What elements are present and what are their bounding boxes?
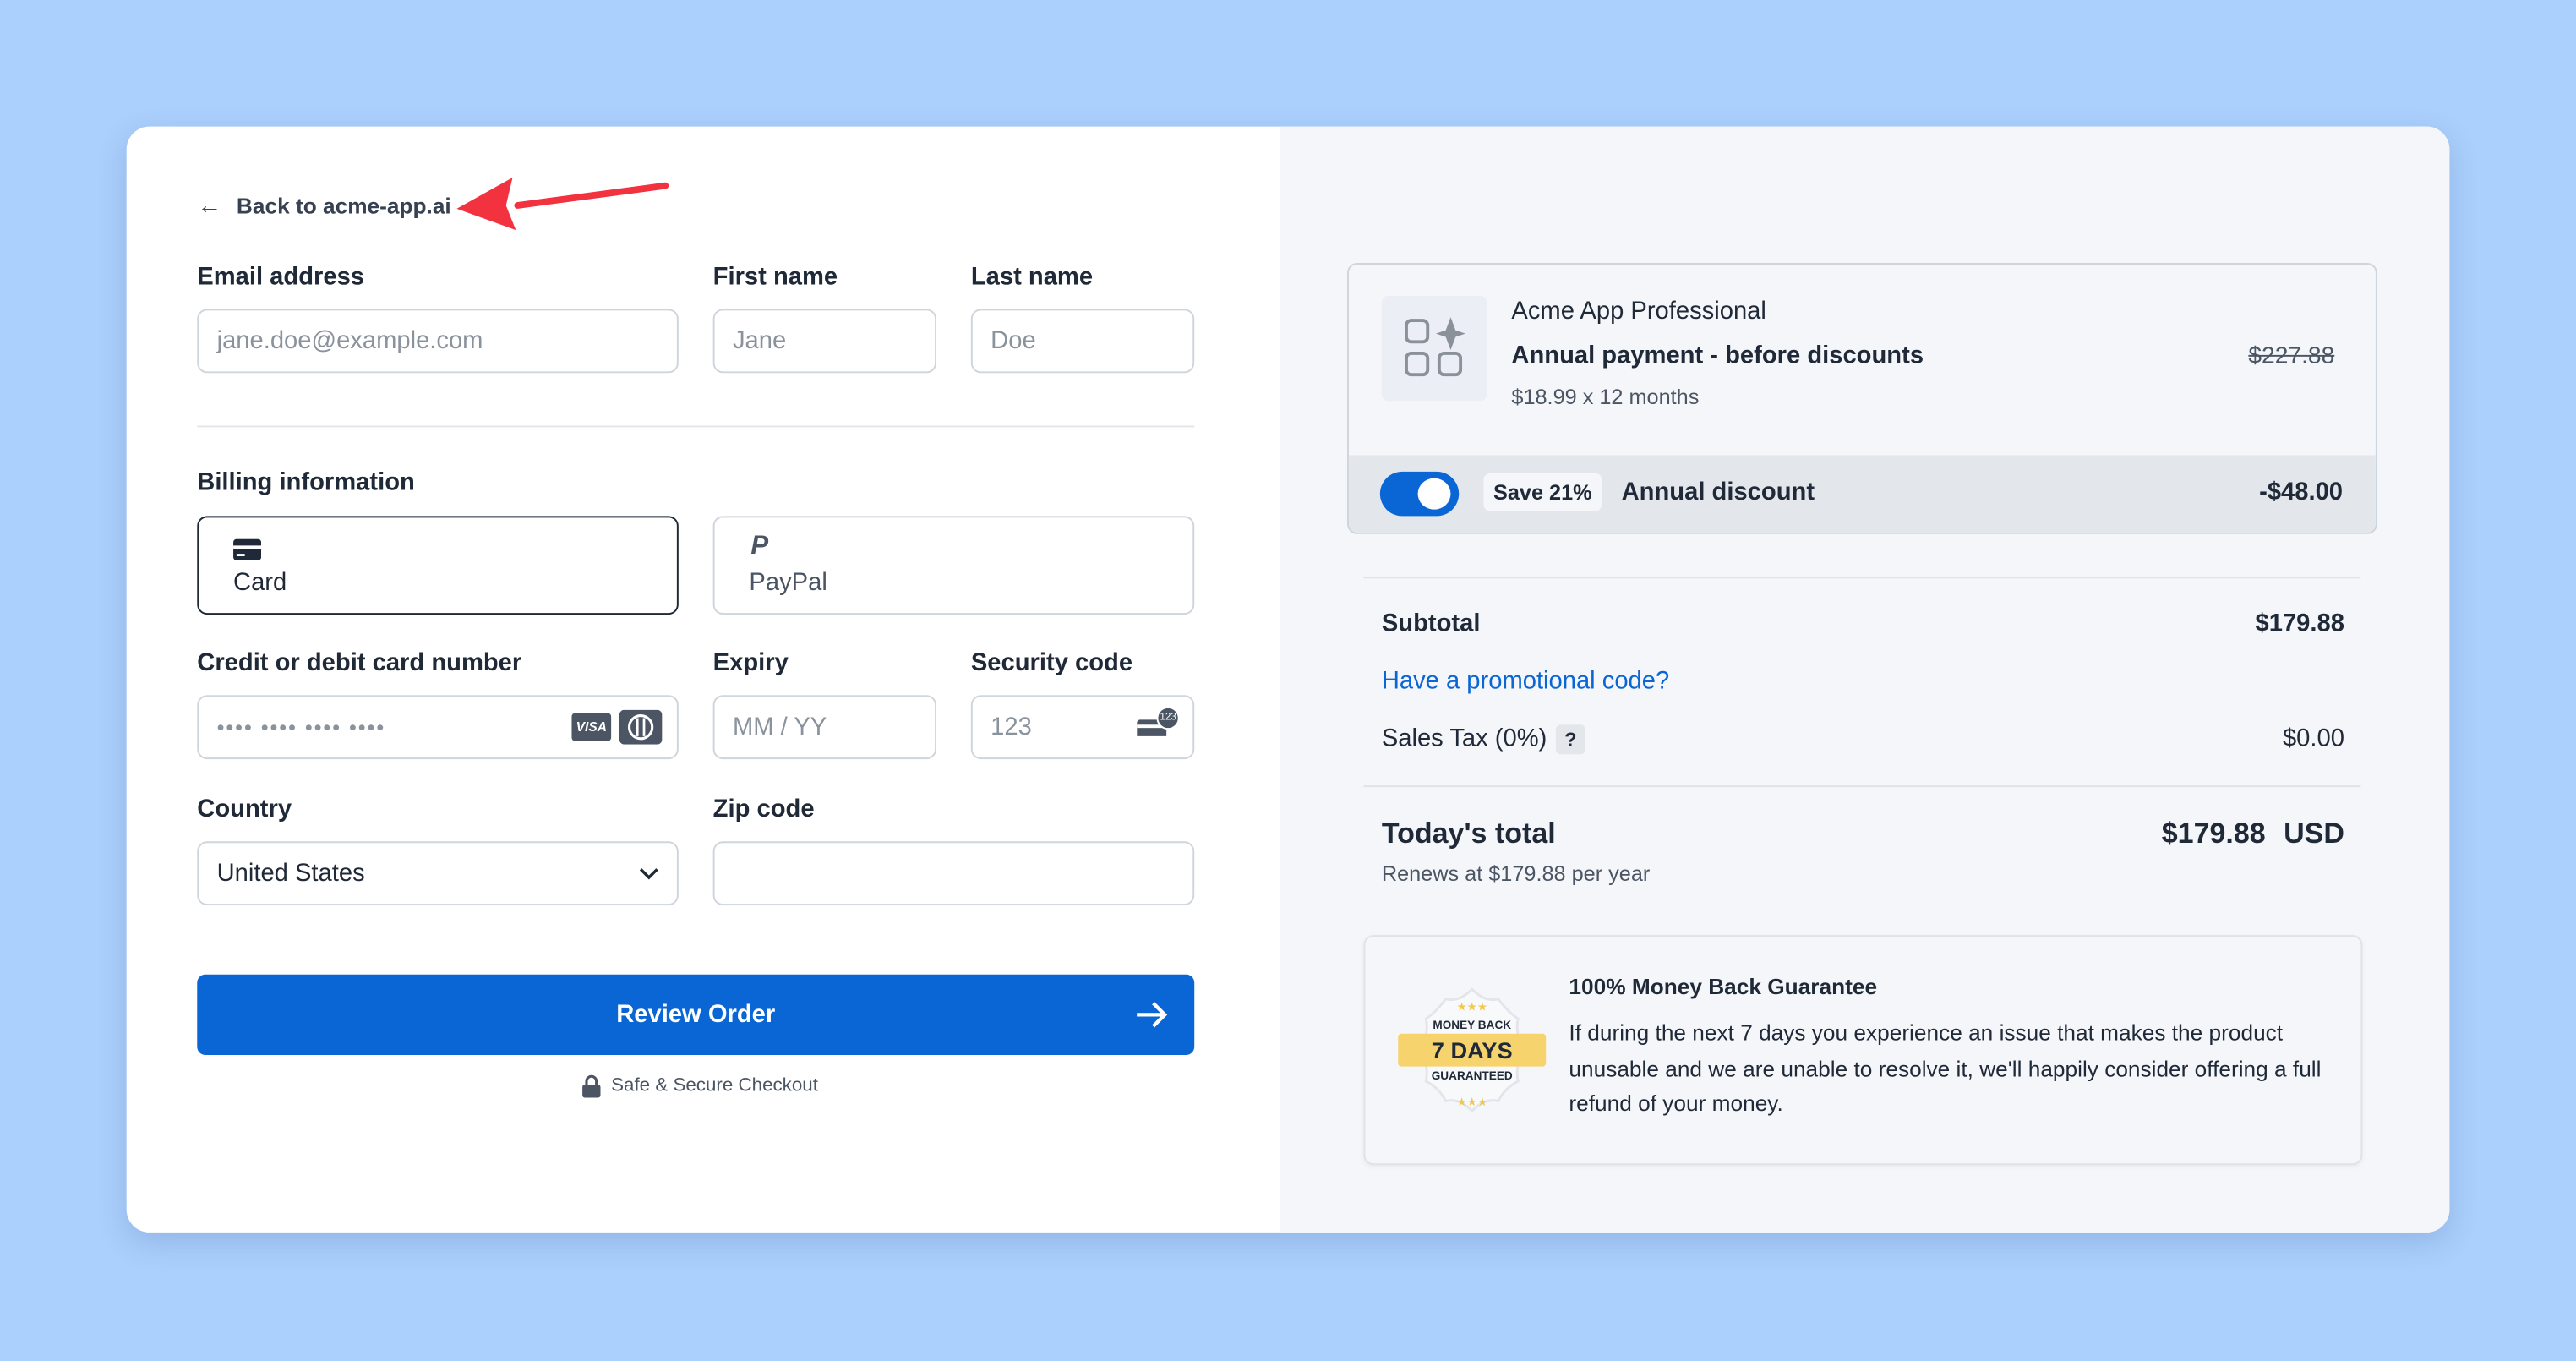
total-label: Today's total — [1381, 817, 1556, 850]
last-name-placeholder: Doe — [991, 326, 1036, 355]
country-select[interactable]: United States — [197, 841, 679, 906]
guarantee-title: 100% Money Back Guarantee — [1569, 974, 1878, 999]
total-currency: USD — [2284, 817, 2344, 850]
review-order-label: Review Order — [616, 1000, 776, 1029]
back-link[interactable]: ← Back to acme-app.ai — [197, 192, 451, 221]
tax-help-icon[interactable]: ? — [1555, 724, 1585, 755]
svg-text:★★★: ★★★ — [1456, 1000, 1487, 1013]
order-summary: Acme App Professional Annual payment - b… — [1280, 126, 2450, 1233]
paypal-method-label: PayPal — [749, 568, 827, 597]
subtotal-label: Subtotal — [1381, 609, 1481, 638]
discount-row: Save 21% Annual discount -$48.00 — [1348, 455, 2376, 533]
billing-label: Billing information — [197, 468, 415, 497]
country-value: United States — [216, 859, 365, 888]
toggle-knob — [1417, 478, 1451, 510]
divider — [1363, 577, 2361, 579]
country-label: Country — [197, 795, 292, 823]
payment-method-paypal[interactable]: P PayPal — [712, 516, 1195, 615]
promo-code-link[interactable]: Have a promotional code? — [1381, 667, 1670, 696]
card-method-label: Card — [233, 568, 287, 597]
zip-label: Zip code — [712, 795, 815, 823]
renewal-note: Renews at $179.88 per year — [1381, 861, 1651, 886]
secure-checkout-note: Safe & Secure Checkout — [581, 1074, 818, 1098]
paypal-icon: P — [750, 532, 769, 560]
expiry-input[interactable]: MM / YY — [712, 695, 937, 760]
guarantee-text: If during the next 7 days you experience… — [1569, 1020, 2322, 1116]
last-name-label: Last name — [970, 263, 1094, 292]
total-amount: $179.88 — [2161, 817, 2266, 850]
visa-icon: VISA — [571, 713, 612, 741]
annotation-arrow-icon — [456, 177, 669, 231]
sales-tax-label: Sales Tax (0%) — [1381, 724, 1547, 753]
arrow-left-icon: ← — [197, 192, 222, 221]
payment-method-card[interactable]: Card — [197, 516, 679, 615]
expiry-placeholder: MM / YY — [732, 713, 827, 741]
security-code-placeholder: 123 — [991, 713, 1032, 741]
apps-sparkle-icon — [1405, 317, 1465, 377]
security-code-input[interactable]: 123 123 — [970, 695, 1195, 760]
checkout-card: ← Back to acme-app.ai Email address jane… — [126, 126, 2450, 1233]
review-order-button[interactable]: Review Order — [197, 974, 1195, 1055]
save-badge: Save 21% — [1483, 473, 1602, 511]
email-placeholder: jane.doe@example.com — [216, 326, 483, 355]
svg-text:★★★: ★★★ — [1456, 1096, 1487, 1108]
discount-amount: -$48.00 — [2259, 478, 2344, 506]
card-number-label: Credit or debit card number — [197, 648, 522, 677]
subtotal-value: $179.88 — [2255, 609, 2344, 638]
money-back-badge: ★★★ ★★★ MONEY BACK 7 DAYS GUARANTEED — [1394, 986, 1549, 1114]
secure-note-text: Safe & Secure Checkout — [611, 1076, 818, 1096]
chevron-down-icon — [639, 868, 658, 880]
security-code-label: Security code — [970, 648, 1133, 677]
zip-input[interactable] — [712, 841, 1195, 906]
first-name-input[interactable]: Jane — [712, 309, 937, 374]
badge-top-text: MONEY BACK — [1433, 1020, 1512, 1032]
expiry-label: Expiry — [712, 648, 789, 677]
guarantee-box: ★★★ ★★★ MONEY BACK 7 DAYS GUARANTEED 100%… — [1363, 935, 2363, 1166]
product-name: Acme App Professional — [1511, 297, 1766, 325]
divider — [1363, 785, 2361, 788]
arrow-right-icon — [1137, 1002, 1168, 1028]
first-name-placeholder: Jane — [732, 326, 787, 355]
diners-club-icon — [619, 709, 663, 745]
last-name-input[interactable]: Doe — [970, 309, 1195, 374]
card-number-input[interactable]: •••• •••• •••• •••• VISA — [197, 695, 679, 760]
lock-icon — [582, 1074, 601, 1098]
card-number-placeholder: •••• •••• •••• •••• — [216, 714, 386, 740]
first-name-label: First name — [712, 263, 838, 292]
cvc-badge: 123 — [1156, 706, 1180, 730]
product-card: Acme App Professional Annual payment - b… — [1346, 263, 2377, 534]
badge-days-text: 7 DAYS — [1398, 1033, 1547, 1067]
annual-discount-toggle[interactable] — [1379, 471, 1460, 517]
discount-label: Annual discount — [1621, 478, 1815, 506]
badge-bottom-text: GUARANTEED — [1431, 1071, 1513, 1084]
total-value: $179.88 USD — [2162, 817, 2344, 851]
divider — [197, 425, 1195, 428]
credit-card-icon — [233, 538, 262, 560]
product-logo — [1381, 295, 1487, 402]
email-input[interactable]: jane.doe@example.com — [197, 309, 679, 374]
sales-tax-value: $0.00 — [2282, 724, 2344, 753]
email-label: Email address — [197, 263, 364, 292]
original-price: $227.88 — [2248, 343, 2335, 370]
plan-name: Annual payment - before discounts — [1511, 342, 1924, 370]
plan-detail: $18.99 x 12 months — [1511, 384, 1700, 410]
